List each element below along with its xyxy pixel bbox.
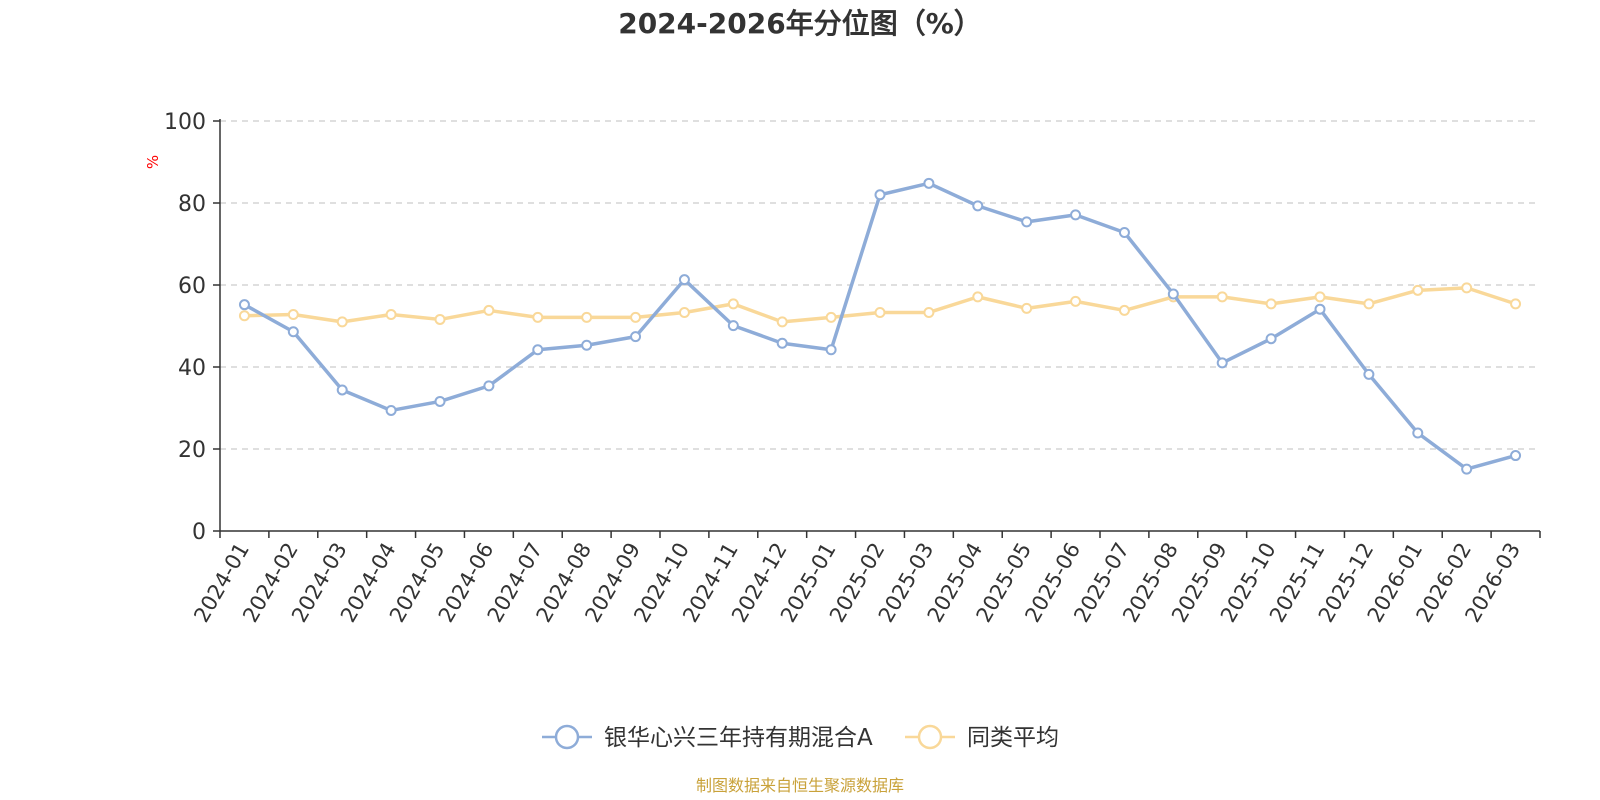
data-point[interactable] (581, 339, 593, 351)
data-point[interactable] (727, 298, 739, 310)
data-point[interactable] (1265, 298, 1277, 310)
data-point[interactable] (385, 404, 397, 416)
data-point[interactable] (385, 309, 397, 321)
y-axis-unit: % (144, 155, 162, 169)
data-point[interactable] (581, 311, 593, 323)
data-point[interactable] (1314, 291, 1326, 303)
data-point[interactable] (825, 311, 837, 323)
data-point[interactable] (630, 331, 642, 343)
data-point[interactable] (1461, 282, 1473, 294)
legend-item-fund[interactable]: 银华心兴三年持有期混合A (542, 724, 873, 751)
data-point[interactable] (678, 274, 690, 286)
data-point[interactable] (1510, 298, 1522, 310)
data-point[interactable] (483, 380, 495, 392)
legend[interactable]: 银华心兴三年持有期混合A 同类平均 (542, 724, 1059, 751)
y-tick-label: 100 (164, 110, 206, 135)
y-tick-label: 0 (192, 520, 206, 545)
data-point[interactable] (825, 344, 837, 356)
series-line (243, 181, 1517, 471)
data-point[interactable] (1118, 227, 1130, 239)
legend-marker-icon (554, 724, 580, 750)
data-point[interactable] (1118, 304, 1130, 316)
data-point[interactable] (727, 320, 739, 332)
data-point[interactable] (776, 337, 788, 349)
data-point[interactable] (238, 310, 250, 322)
series-category-average (238, 282, 1522, 328)
data-point[interactable] (874, 189, 886, 201)
legend-label: 银华心兴三年持有期混合A (604, 725, 873, 751)
y-tick-label: 20 (178, 438, 206, 463)
data-point[interactable] (972, 200, 984, 212)
data-point[interactable] (678, 306, 690, 318)
data-point[interactable] (434, 313, 446, 325)
data-point[interactable] (336, 384, 348, 396)
legend-marker-icon (917, 724, 943, 750)
series-fund (238, 177, 1522, 475)
data-point[interactable] (1070, 295, 1082, 307)
data-point[interactable] (1363, 298, 1375, 310)
y-tick-label: 40 (178, 356, 206, 381)
data-point[interactable] (874, 306, 886, 318)
data-point[interactable] (532, 344, 544, 356)
series-layer (238, 177, 1522, 475)
legend-item-category-average[interactable]: 同类平均 (905, 724, 1059, 751)
data-point[interactable] (1070, 209, 1082, 221)
data-point[interactable] (1216, 357, 1228, 369)
data-point[interactable] (923, 177, 935, 189)
y-tick-label: 60 (178, 274, 206, 299)
data-point[interactable] (1216, 291, 1228, 303)
data-point[interactable] (483, 304, 495, 316)
data-point[interactable] (1314, 303, 1326, 315)
y-tick-label: 80 (178, 192, 206, 217)
data-point[interactable] (238, 299, 250, 311)
data-point[interactable] (1021, 302, 1033, 314)
data-point[interactable] (287, 309, 299, 321)
data-point[interactable] (630, 311, 642, 323)
grid-lines (220, 120, 1540, 450)
data-point[interactable] (434, 395, 446, 407)
data-point[interactable] (923, 306, 935, 318)
data-point[interactable] (1510, 450, 1522, 462)
data-point[interactable] (1412, 427, 1424, 439)
axes (219, 119, 1540, 532)
legend-label: 同类平均 (967, 725, 1059, 751)
data-point[interactable] (287, 326, 299, 338)
x-axis-ticks: 2024-012024-022024-032024-042024-052024-… (189, 531, 1541, 626)
data-point[interactable] (1021, 216, 1033, 228)
source-note: 制图数据来自恒生聚源数据库 (696, 776, 904, 795)
data-point[interactable] (1265, 333, 1277, 345)
data-point[interactable] (1412, 284, 1424, 296)
y-axis-ticks: 0 20 40 60 80 100 (164, 110, 220, 545)
data-point[interactable] (776, 316, 788, 328)
chart-title: 2024-2026年分位图（%） (618, 7, 982, 40)
data-point[interactable] (1167, 288, 1179, 300)
data-point[interactable] (972, 291, 984, 303)
data-point[interactable] (336, 316, 348, 328)
data-point[interactable] (1363, 368, 1375, 380)
data-point[interactable] (1461, 463, 1473, 475)
data-point[interactable] (532, 311, 544, 323)
